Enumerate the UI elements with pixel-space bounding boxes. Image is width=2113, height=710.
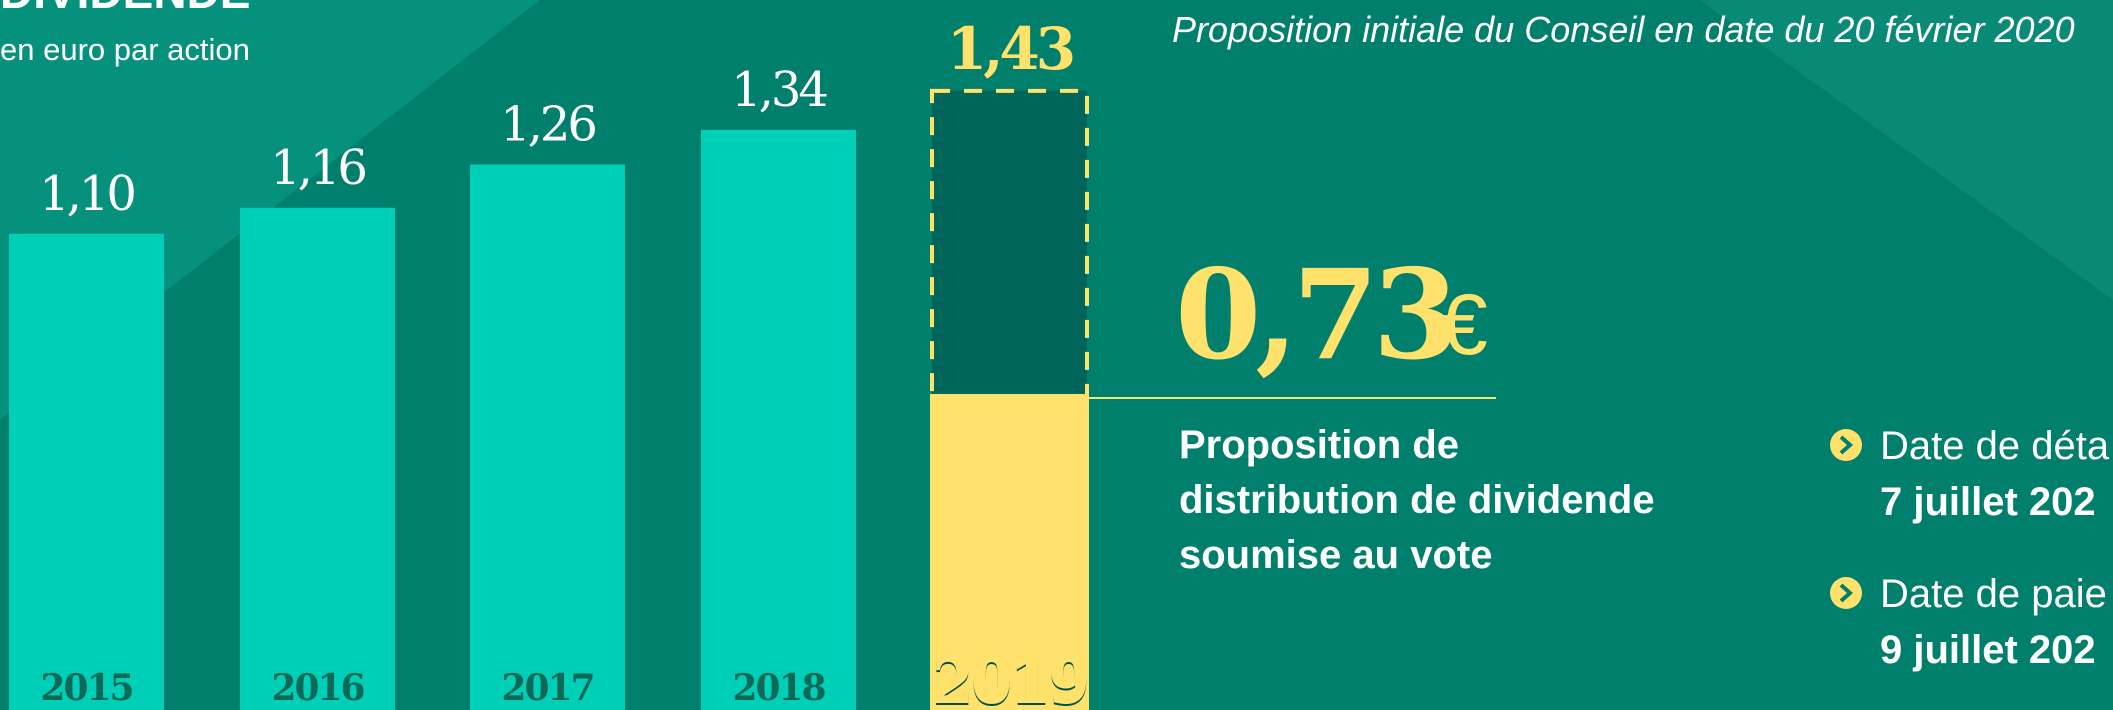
bullet-date: 7 juillet 202 bbox=[1880, 480, 2096, 524]
bullet-icon bbox=[1830, 429, 1862, 461]
bullet-icon bbox=[1830, 577, 1862, 609]
caption-line: soumise au vote bbox=[1179, 533, 1492, 577]
value-label: 1,43 bbox=[947, 15, 1073, 83]
bullet-label: Date de déta bbox=[1880, 424, 2110, 468]
bar bbox=[470, 164, 625, 710]
value-label: 1,26 bbox=[500, 97, 595, 153]
bullet-chevron bbox=[1839, 435, 1854, 455]
proposed-value: 0,73 bbox=[1175, 243, 1453, 388]
chart-subtitle: en euro par action bbox=[0, 32, 250, 67]
bar bbox=[9, 233, 164, 710]
bullet-date: 9 juillet 202 bbox=[1880, 628, 2096, 672]
x-tick-label: 2019 bbox=[932, 650, 1087, 710]
bullet-chevron bbox=[1839, 583, 1854, 603]
x-tick-label: 2016 bbox=[271, 667, 364, 709]
value-label: 1,10 bbox=[39, 166, 134, 222]
value-label: 1,16 bbox=[270, 140, 365, 196]
caption-line: distribution de dividende bbox=[1179, 478, 1655, 522]
caption-line: Proposition de bbox=[1179, 423, 1459, 467]
bullet-label: Date de paie bbox=[1880, 572, 2107, 616]
proposed-bar bbox=[930, 393, 1089, 710]
value-label: 1,34 bbox=[731, 62, 827, 118]
x-tick-label: 2017 bbox=[501, 667, 593, 709]
bar bbox=[701, 129, 856, 710]
diagonal-band bbox=[1700, 0, 2113, 300]
annotation: Proposition initiale du Conseil en date … bbox=[1172, 9, 2075, 50]
chart-title: DIVIDENDE bbox=[0, 0, 250, 18]
x-tick-label: 2015 bbox=[40, 667, 132, 709]
x-tick-label-shadow: 2019 bbox=[932, 648, 1087, 710]
bar bbox=[240, 207, 395, 710]
x-tick-label: 2018 bbox=[732, 667, 825, 709]
proposed-unit: € bbox=[1440, 277, 1488, 373]
